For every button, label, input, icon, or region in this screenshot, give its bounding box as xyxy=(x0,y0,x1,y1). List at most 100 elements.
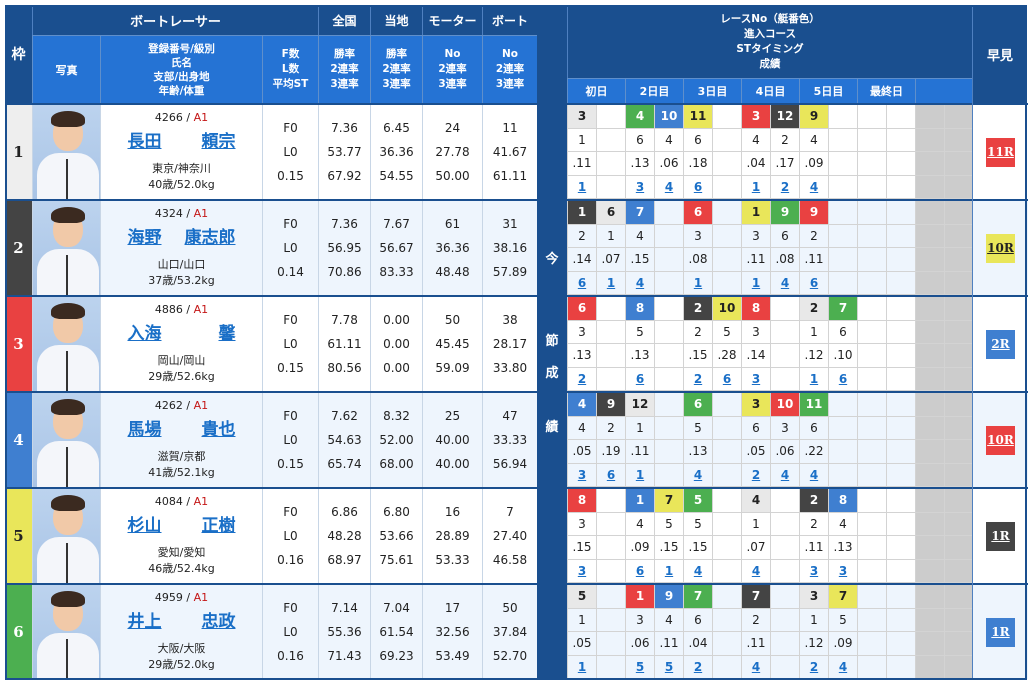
race-cell-empty xyxy=(944,224,973,248)
race-cell-empty xyxy=(712,248,741,272)
race-result-link[interactable]: 2 xyxy=(567,367,596,391)
race-cell-empty xyxy=(886,608,915,632)
hayami-race-link[interactable]: 1R xyxy=(986,617,1015,647)
race-result-link[interactable]: 4 xyxy=(799,175,828,199)
race-cell-empty xyxy=(654,416,683,440)
race-result-link[interactable]: 6 xyxy=(683,175,712,199)
photo-zip xyxy=(66,351,68,391)
race-result-link[interactable]: 1 xyxy=(596,271,625,295)
hayami-race-link[interactable]: 1R xyxy=(986,521,1015,551)
reg-class: 4959 / A1 xyxy=(154,591,209,604)
racer-name-link[interactable]: 杉山 正樹 xyxy=(128,511,236,536)
race-result-link[interactable]: 3 xyxy=(799,559,828,583)
racer-photo[interactable] xyxy=(32,585,100,679)
racer-name-link[interactable]: 海野 康志郎 xyxy=(128,223,236,248)
race-result-link[interactable]: 1 xyxy=(625,463,654,487)
race-number: 11 xyxy=(799,393,828,417)
race-result-link[interactable]: 6 xyxy=(799,271,828,295)
race-result-link[interactable]: 4 xyxy=(770,463,799,487)
race-result-link[interactable]: 1 xyxy=(741,175,770,199)
race-result-link[interactable]: 4 xyxy=(741,655,770,679)
strip-char: 績 xyxy=(545,420,559,435)
race-result-link[interactable]: 1 xyxy=(683,271,712,295)
race-result-link[interactable]: 4 xyxy=(683,463,712,487)
motor-value-3: 53.49 xyxy=(435,649,470,663)
race-cell-empty xyxy=(886,416,915,440)
race-result-link[interactable]: 3 xyxy=(828,559,857,583)
race-cell-empty xyxy=(828,440,857,464)
race-result-link[interactable]: 2 xyxy=(770,175,799,199)
racer-name-link[interactable]: 井上 忠政 xyxy=(128,607,236,632)
racer-photo[interactable] xyxy=(32,201,100,295)
race-result-link[interactable]: 4 xyxy=(741,559,770,583)
hayami-race-link[interactable]: 2R xyxy=(986,329,1015,359)
race-result-link[interactable]: 6 xyxy=(567,271,596,295)
hayami-race-link[interactable]: 10R xyxy=(986,425,1015,455)
race-result-link[interactable]: 6 xyxy=(596,463,625,487)
race-title-line: レースNo（艇番色） xyxy=(720,12,820,25)
racer-name-link[interactable]: 馬場 貴也 xyxy=(128,415,236,440)
race-number: 8 xyxy=(625,297,654,321)
hayami-column: 11R 10R 2R 10R 1R 1R xyxy=(972,103,1028,680)
hayami-label: 早見 xyxy=(986,48,1013,64)
boat-value-1: 38 xyxy=(502,313,518,327)
photo-body xyxy=(37,537,99,583)
boat-value-2: 41.67 xyxy=(492,145,528,159)
race-result-link[interactable]: 3 xyxy=(741,367,770,391)
race-cell-empty xyxy=(915,152,944,176)
race-result-link[interactable]: 4 xyxy=(654,175,683,199)
avg-st: 0.15 xyxy=(277,361,304,375)
race-cell-empty xyxy=(886,463,915,487)
class-badge: A1 xyxy=(193,303,209,316)
racer-photo[interactable] xyxy=(32,393,100,487)
race-cell-empty xyxy=(596,585,625,609)
race-cell-empty xyxy=(596,655,625,679)
race-cell-empty xyxy=(596,152,625,176)
race-result-link[interactable]: 2 xyxy=(683,367,712,391)
race-result-link[interactable]: 6 xyxy=(625,367,654,391)
race-result-link[interactable]: 2 xyxy=(799,655,828,679)
race-cell-empty xyxy=(944,559,973,583)
race-result-link[interactable]: 2 xyxy=(683,655,712,679)
race-result-link[interactable]: 5 xyxy=(654,655,683,679)
race-result-link[interactable]: 5 xyxy=(625,655,654,679)
race-result-link[interactable]: 4 xyxy=(828,655,857,679)
race-result-link[interactable]: 3 xyxy=(567,559,596,583)
racer-name-link[interactable]: 長田 頼宗 xyxy=(128,127,236,152)
l-count: L0 xyxy=(283,625,298,639)
race-result-link[interactable]: 1 xyxy=(741,271,770,295)
race-result-link[interactable]: 2 xyxy=(741,463,770,487)
race-cell-empty xyxy=(915,224,944,248)
race-result-link[interactable]: 6 xyxy=(625,559,654,583)
race-result-link[interactable]: 4 xyxy=(799,463,828,487)
race-result-link[interactable]: 6 xyxy=(712,367,741,391)
motor-stats: 50 45.45 59.09 xyxy=(422,297,482,391)
racer-photo[interactable] xyxy=(32,297,100,391)
race-result-link[interactable]: 4 xyxy=(625,271,654,295)
race-result-link[interactable]: 4 xyxy=(683,559,712,583)
race-result-link[interactable]: 1 xyxy=(799,367,828,391)
race-result-link[interactable]: 3 xyxy=(567,463,596,487)
touchi-value-1: 7.04 xyxy=(383,601,410,615)
hayami-race-link[interactable]: 11R xyxy=(986,137,1015,167)
racer-photo[interactable] xyxy=(32,105,100,199)
racer-photo[interactable] xyxy=(32,489,100,583)
race-cell-empty xyxy=(944,416,973,440)
header-hayami: 早見 xyxy=(972,5,1027,103)
branch-origin: 大阪/大阪 xyxy=(157,642,206,655)
race-result-link[interactable]: 1 xyxy=(567,655,596,679)
race-result-link[interactable]: 3 xyxy=(625,175,654,199)
hayami-cell: 10R xyxy=(973,199,1028,295)
race-cell-empty xyxy=(596,344,625,368)
racer-row: 6 4959 / A1 井上 忠政 大阪/大阪 29歳/52.0kg F0 L0 … xyxy=(5,583,537,679)
race-result-link[interactable]: 1 xyxy=(654,559,683,583)
photo-hair xyxy=(51,111,85,127)
age-weight: 46歳/52.4kg xyxy=(148,562,215,575)
race-result-link[interactable]: 4 xyxy=(770,271,799,295)
race-result-link[interactable]: 6 xyxy=(828,367,857,391)
racer-name-link[interactable]: 入海 馨 xyxy=(128,319,236,344)
hayami-race-link[interactable]: 10R xyxy=(986,233,1015,263)
race-result-link[interactable]: 1 xyxy=(567,175,596,199)
race-cell-empty xyxy=(915,585,944,609)
race-number: 8 xyxy=(567,489,596,513)
